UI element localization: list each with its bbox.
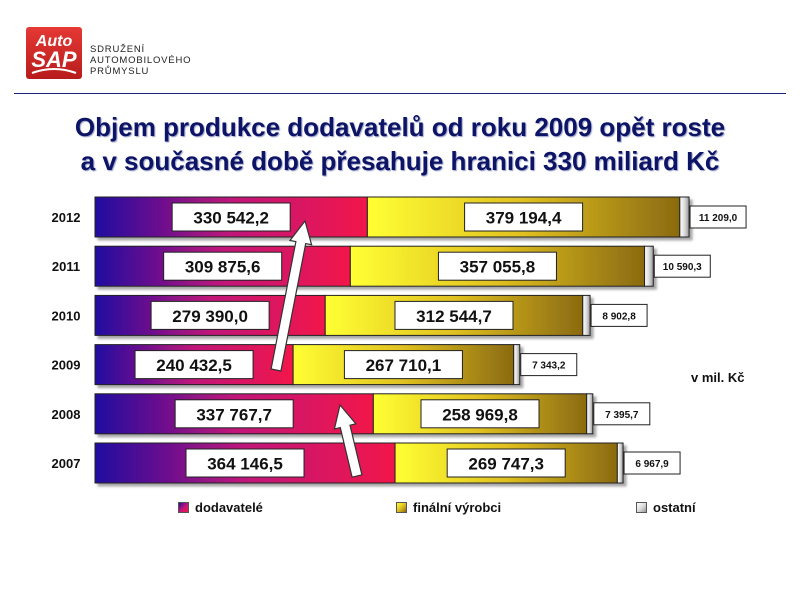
data-label-box (394, 300, 514, 330)
legend-item: finální výrobci (396, 500, 501, 515)
data-label-box (689, 205, 747, 229)
data-label: 8 902,8 (602, 311, 636, 322)
trend-arrows (270, 219, 363, 478)
data-label: 10 590,3 (663, 262, 702, 273)
data-label: 269 747,3 (468, 455, 544, 474)
bar-segment (644, 245, 654, 287)
data-label: 279 390,0 (172, 307, 248, 326)
bar-segment (586, 393, 594, 435)
title-line: a v současné době přesahuje hranici 330 … (80, 146, 720, 176)
y-tick-label: 2008 (52, 407, 81, 422)
data-label-box (150, 300, 270, 330)
bars-layer: 2012 330 542,2 379 194,4 11 209,0 2011 309 87… (52, 196, 747, 484)
data-label: 258 969,8 (442, 405, 518, 424)
bar-segment (616, 442, 624, 484)
brand-line: PRŮMYSLU (90, 66, 150, 77)
autosap-logo: Auto SAP (26, 27, 82, 79)
data-label: 312 544,7 (416, 307, 492, 326)
unit-label: v mil. Kč (691, 370, 745, 385)
bar-segment (513, 344, 521, 386)
y-tick-label: 2010 (52, 308, 81, 323)
legend-swatch (396, 502, 407, 513)
trend-arrow (333, 403, 363, 478)
data-label: 357 055,8 (460, 258, 536, 277)
data-label: 7 395,7 (605, 410, 639, 421)
y-tick-label: 2007 (52, 456, 81, 471)
legend-label: finální výrobci (413, 500, 502, 515)
logo-text-bottom: SAP (31, 47, 77, 72)
title-line: Objem produkce dodavatelů od roku 2009 o… (74, 112, 726, 142)
legend-label: dodavatelé (195, 500, 263, 515)
data-label-box (520, 353, 578, 377)
data-label: 7 343,2 (532, 361, 566, 372)
data-label: 364 146,5 (207, 455, 283, 474)
data-label-box (446, 448, 566, 478)
y-tick-label: 2011 (52, 259, 80, 274)
header-divider (14, 93, 786, 94)
data-label: 337 767,7 (196, 405, 272, 424)
data-label-box (623, 451, 681, 475)
data-label-box (653, 254, 711, 278)
y-tick-label: 2009 (52, 358, 81, 373)
legend-item: dodavatelé (178, 500, 263, 515)
data-label: 240 432,5 (156, 356, 232, 375)
data-label-box (134, 350, 254, 380)
data-label: 330 542,2 (193, 209, 269, 228)
data-label-box (174, 399, 294, 429)
data-label-box (590, 303, 648, 327)
data-label-box (171, 202, 291, 232)
data-label-box (593, 402, 651, 426)
data-label: 267 710,1 (366, 356, 442, 375)
data-label: 379 194,4 (486, 209, 562, 228)
page-title: Objem produkce dodavatelů od roku 2009 o… (0, 110, 800, 178)
legend-swatch (636, 502, 647, 513)
legend-item: ostatní (636, 500, 696, 515)
data-label-box (343, 350, 463, 380)
data-label-box (163, 251, 283, 281)
data-label-box (185, 448, 305, 478)
bar-segment (582, 294, 591, 336)
legend-label: ostatní (653, 500, 696, 515)
data-label-box (437, 251, 557, 281)
brand-line: AUTOMOBILOVÉHO (90, 55, 192, 66)
data-label: 11 209,0 (699, 213, 738, 224)
data-label-box (464, 202, 584, 232)
y-tick-label: 2012 (52, 210, 81, 225)
data-label-box (420, 399, 540, 429)
bar-segment (679, 196, 690, 238)
data-label: 309 875,6 (185, 258, 261, 277)
data-label: 6 967,9 (635, 459, 669, 470)
legend-swatch (178, 502, 189, 513)
trend-arrow (270, 219, 313, 372)
logo-text-top: Auto (35, 33, 73, 50)
brand-line: SDRUŽENÍ (90, 44, 145, 55)
brand-name: SDRUŽENÍ AUTOMOBILOVÉHO PRŮMYSLU (90, 44, 191, 77)
